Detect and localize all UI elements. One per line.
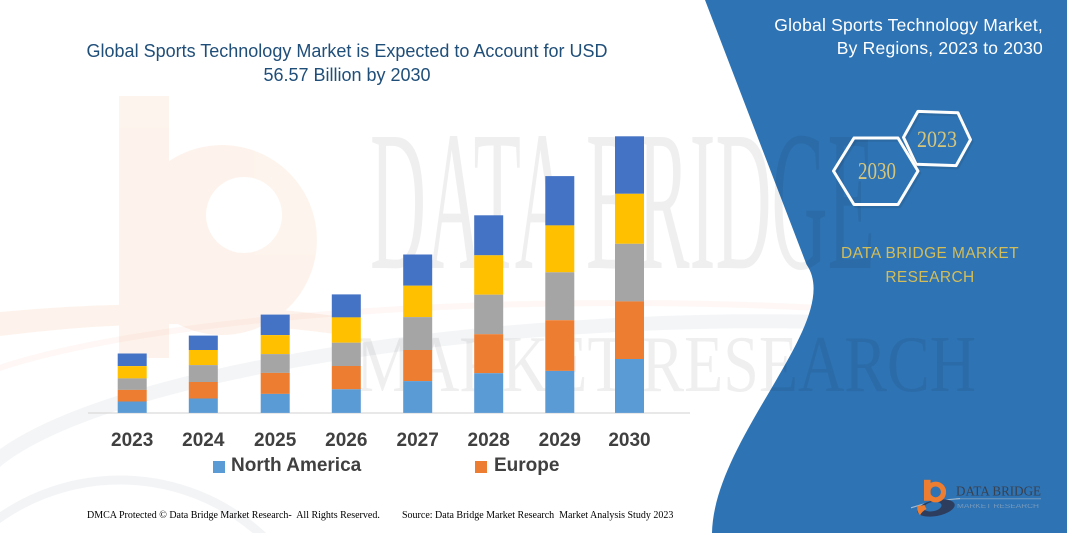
svg-text:MARKET RESEARCH: MARKET RESEARCH <box>356 321 976 409</box>
svg-text:DATA BRIDGE: DATA BRIDGE <box>956 484 1041 499</box>
svg-text:2023: 2023 <box>917 127 957 152</box>
svg-text:2030: 2030 <box>858 159 896 185</box>
svg-text:MARKET RESEARCH: MARKET RESEARCH <box>957 504 1039 510</box>
